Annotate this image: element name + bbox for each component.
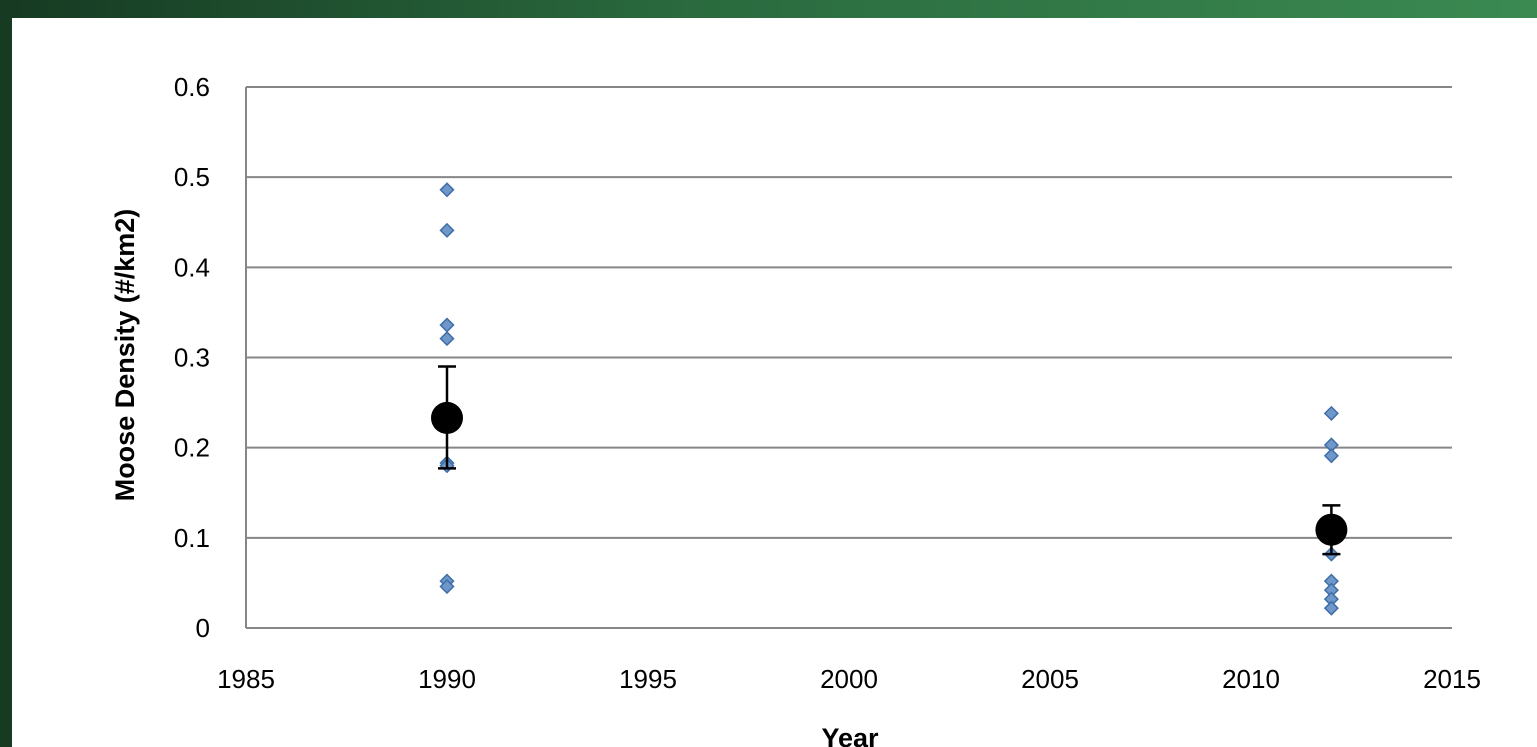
data-marks — [431, 182, 1348, 616]
grid-lines — [245, 86, 1452, 629]
x-axis-ticks: 1985 1990 1995 2000 2005 2010 2015 — [217, 664, 1481, 694]
x-axis-title: Year — [821, 723, 879, 747]
mean-point — [1315, 513, 1348, 546]
y-tick-label: 0 — [196, 613, 210, 643]
chart-panel — [12, 18, 1537, 747]
x-tick-label: 1995 — [619, 664, 677, 694]
x-tick-label: 1985 — [217, 664, 275, 694]
data-point-diamond — [1323, 405, 1339, 421]
data-point-diamond — [439, 331, 455, 347]
y-tick-label: 0.5 — [174, 162, 210, 192]
data-point-diamond — [439, 317, 455, 333]
y-tick-label: 0.1 — [174, 523, 210, 553]
y-axis-ticks: 0 0.1 0.2 0.3 0.4 0.5 0.6 — [174, 72, 210, 643]
y-tick-label: 0.3 — [174, 343, 210, 373]
y-axis-title: Moose Density (#/km2) — [110, 209, 140, 502]
y-tick-label: 0.6 — [174, 72, 210, 102]
data-point-diamond — [1323, 448, 1339, 464]
x-tick-label: 2000 — [820, 664, 878, 694]
x-tick-label: 2015 — [1423, 664, 1481, 694]
y-tick-label: 0.4 — [174, 252, 210, 282]
data-point-diamond — [439, 182, 455, 198]
x-tick-label: 2010 — [1222, 664, 1280, 694]
x-tick-label: 1990 — [418, 664, 476, 694]
y-tick-label: 0.2 — [174, 433, 210, 463]
mean-point — [431, 401, 463, 434]
data-point-diamond — [439, 578, 455, 595]
x-tick-label: 2005 — [1021, 664, 1079, 694]
data-point-diamond — [1323, 600, 1339, 616]
data-point-diamond — [439, 222, 455, 238]
